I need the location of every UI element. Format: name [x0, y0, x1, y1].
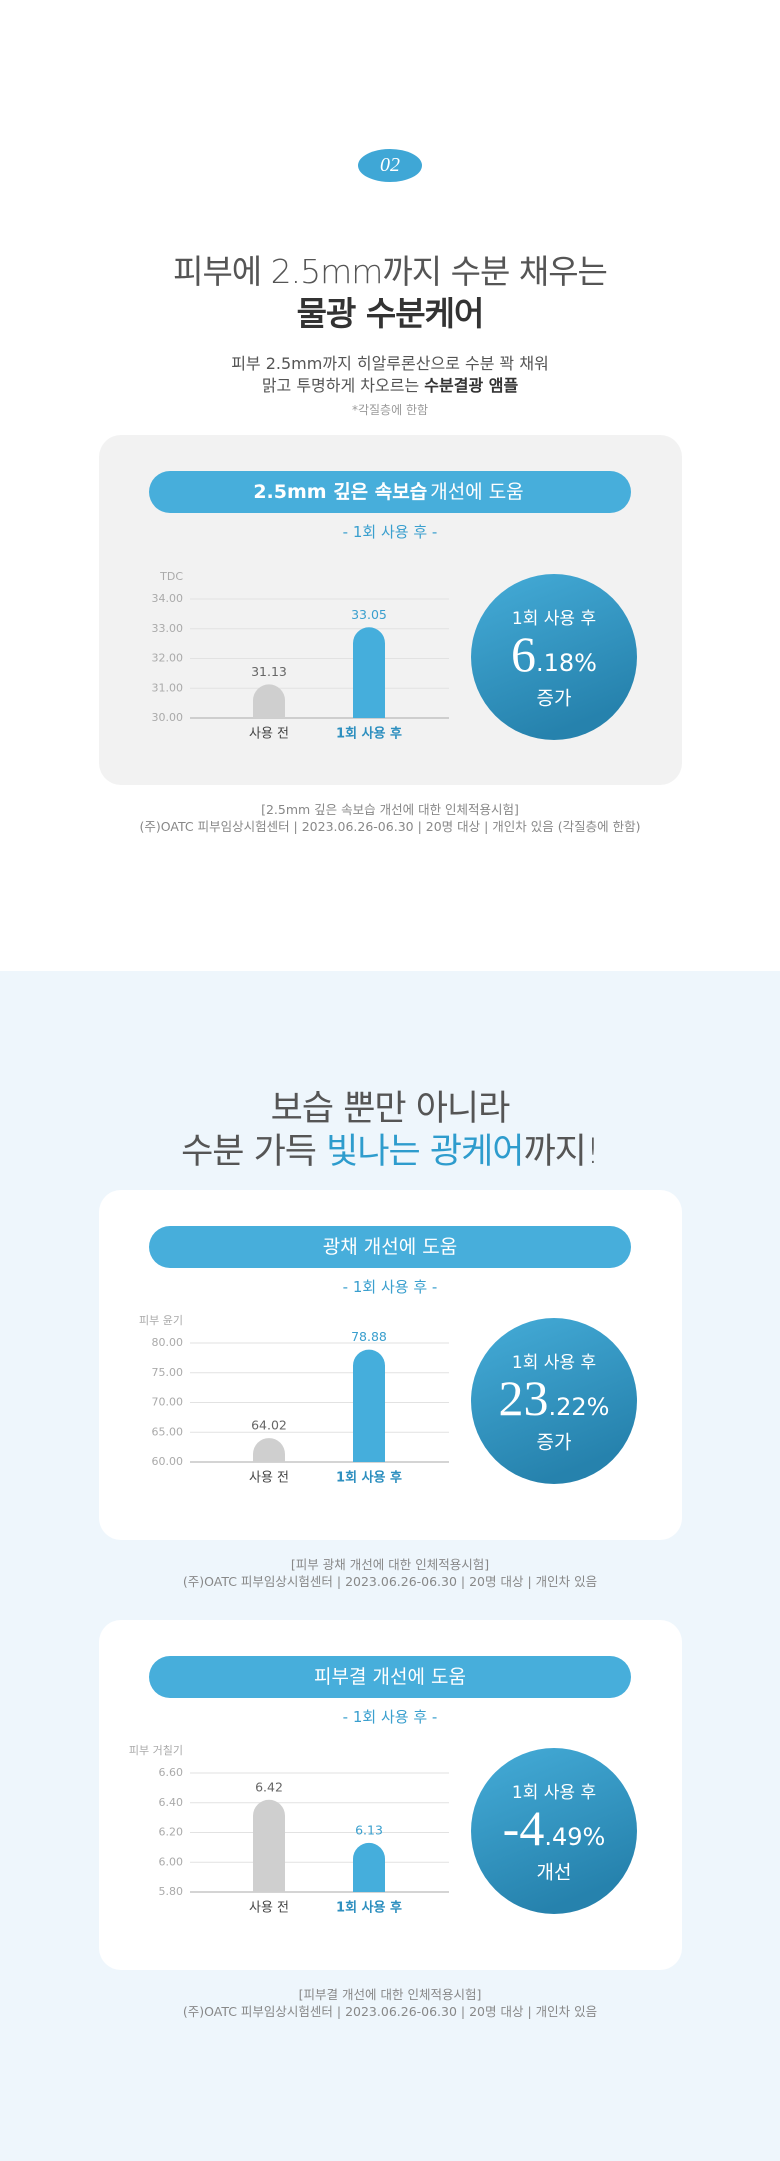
result-value: -4.49% [503, 1800, 606, 1856]
result-word: 개선 [537, 1862, 572, 1884]
value-label: 78.88 [351, 1329, 387, 1344]
card-title: 2.5mm 깊은 속보습 개선에 도움 [149, 471, 631, 513]
card-subtitle: - 1회 사용 후 - [342, 1708, 438, 1726]
result-label: 1회 사용 후 [512, 1783, 596, 1803]
x-tick-label: 1회 사용 후 [336, 1900, 402, 1916]
y-tick-label: 75.00 [152, 1366, 184, 1379]
bar [253, 1438, 285, 1462]
text: 맑고 투명하게 차오르는 [261, 376, 420, 395]
y-axis-label: 피부 윤기 [139, 1314, 183, 1327]
card-subtitle: - 1회 사용 후 - [342, 523, 438, 541]
badge: 02 [358, 149, 422, 182]
bar [353, 627, 385, 718]
text: 수분 가득 [181, 1132, 317, 1172]
bar [353, 1349, 385, 1462]
x-tick-label: 사용 전 [249, 727, 289, 742]
result-circle [471, 574, 637, 740]
result-main: -4 [503, 1800, 545, 1856]
result-main: 6 [511, 626, 536, 682]
x-tick-label: 사용 전 [249, 1901, 289, 1916]
y-tick-label: 34.00 [152, 592, 184, 605]
result-decimal: .18% [536, 649, 597, 677]
text: 까지! [523, 1132, 599, 1172]
heading: 수분 가득 빛나는 광케어까지! [0, 1123, 780, 1174]
result-decimal: .49% [544, 1823, 605, 1851]
y-tick-label: 6.60 [159, 1766, 184, 1779]
result-value: 6.18% [511, 626, 597, 682]
value-label: 33.05 [351, 607, 387, 622]
y-tick-label: 31.00 [152, 681, 184, 694]
text: 빛나는 광케어 [326, 1132, 524, 1172]
value-label: 6.13 [355, 1822, 383, 1837]
y-tick-label: 33.00 [152, 622, 184, 635]
footnote: (주)OATC 피부임상시험센터 | 2023.06.26-06.30 | 20… [139, 819, 641, 834]
y-axis-label: TDC [159, 570, 183, 583]
text: 2.5mm 깊은 속보습 [253, 481, 428, 503]
result-decimal: .22% [549, 1393, 610, 1421]
result-label: 1회 사용 후 [512, 1353, 596, 1373]
result-main: 23 [499, 1370, 549, 1426]
heading: 보습 뿐만 아니라 [270, 1089, 511, 1129]
y-tick-label: 80.00 [152, 1336, 184, 1349]
footnote: [피부결 개선에 대한 인체적용시험] [298, 1987, 482, 2002]
y-tick-label: 32.00 [152, 652, 184, 665]
result-word: 증가 [537, 688, 572, 710]
value-label: 6.42 [255, 1779, 283, 1794]
footnote: (주)OATC 피부임상시험센터 | 2023.06.26-06.30 | 20… [182, 1574, 598, 1589]
x-tick-label: 1회 사용 후 [336, 1470, 402, 1486]
value-label: 64.02 [251, 1418, 287, 1433]
footnote: [피부 광채 개선에 대한 인체적용시험] [290, 1557, 490, 1572]
footnote: (주)OATC 피부임상시험센터 | 2023.06.26-06.30 | 20… [182, 2004, 598, 2019]
x-tick-label: 1회 사용 후 [336, 726, 402, 742]
y-tick-label: 6.00 [159, 1855, 184, 1868]
heading: 물광 수분케어 [296, 294, 485, 333]
text: 개선에 도움 [430, 481, 524, 503]
note: *각질층에 한함 [351, 403, 429, 417]
description: 맑고 투명하게 차오르는 수분결광 앰플 [0, 372, 780, 396]
y-tick-label: 70.00 [152, 1396, 184, 1409]
text: 피부결 개선에 도움 [314, 1666, 466, 1688]
y-tick-label: 6.40 [159, 1796, 184, 1809]
result-circle [471, 1318, 637, 1484]
footnote: [2.5mm 깊은 속보습 개선에 대한 인체적용시험] [261, 802, 519, 817]
value-label: 31.13 [251, 664, 287, 679]
bar [353, 1842, 385, 1892]
heading: 피부에 2.5mm까지 수분 채우는 [173, 252, 608, 291]
result-value: 23.22% [499, 1370, 610, 1426]
y-tick-label: 30.00 [152, 711, 184, 724]
y-tick-label: 5.80 [159, 1885, 184, 1898]
result-circle [471, 1748, 637, 1914]
result-word: 증가 [537, 1432, 572, 1454]
description: 피부 2.5mm까지 히알루론산으로 수분 꽉 채워 [231, 354, 549, 373]
bar [253, 684, 285, 718]
card-title: 광채 개선에 도움 [149, 1226, 631, 1268]
bar [253, 1799, 285, 1892]
y-axis-label: 피부 거칠기 [129, 1744, 183, 1757]
result-label: 1회 사용 후 [512, 609, 596, 629]
y-tick-label: 6.20 [159, 1826, 184, 1839]
text: 광채 개선에 도움 [322, 1236, 458, 1258]
text: 수분결광 앰플 [424, 376, 519, 395]
card-subtitle: - 1회 사용 후 - [342, 1278, 438, 1296]
x-tick-label: 사용 전 [249, 1471, 289, 1486]
card-title: 피부결 개선에 도움 [149, 1656, 631, 1698]
y-tick-label: 65.00 [152, 1425, 184, 1438]
y-tick-label: 60.00 [152, 1455, 184, 1468]
